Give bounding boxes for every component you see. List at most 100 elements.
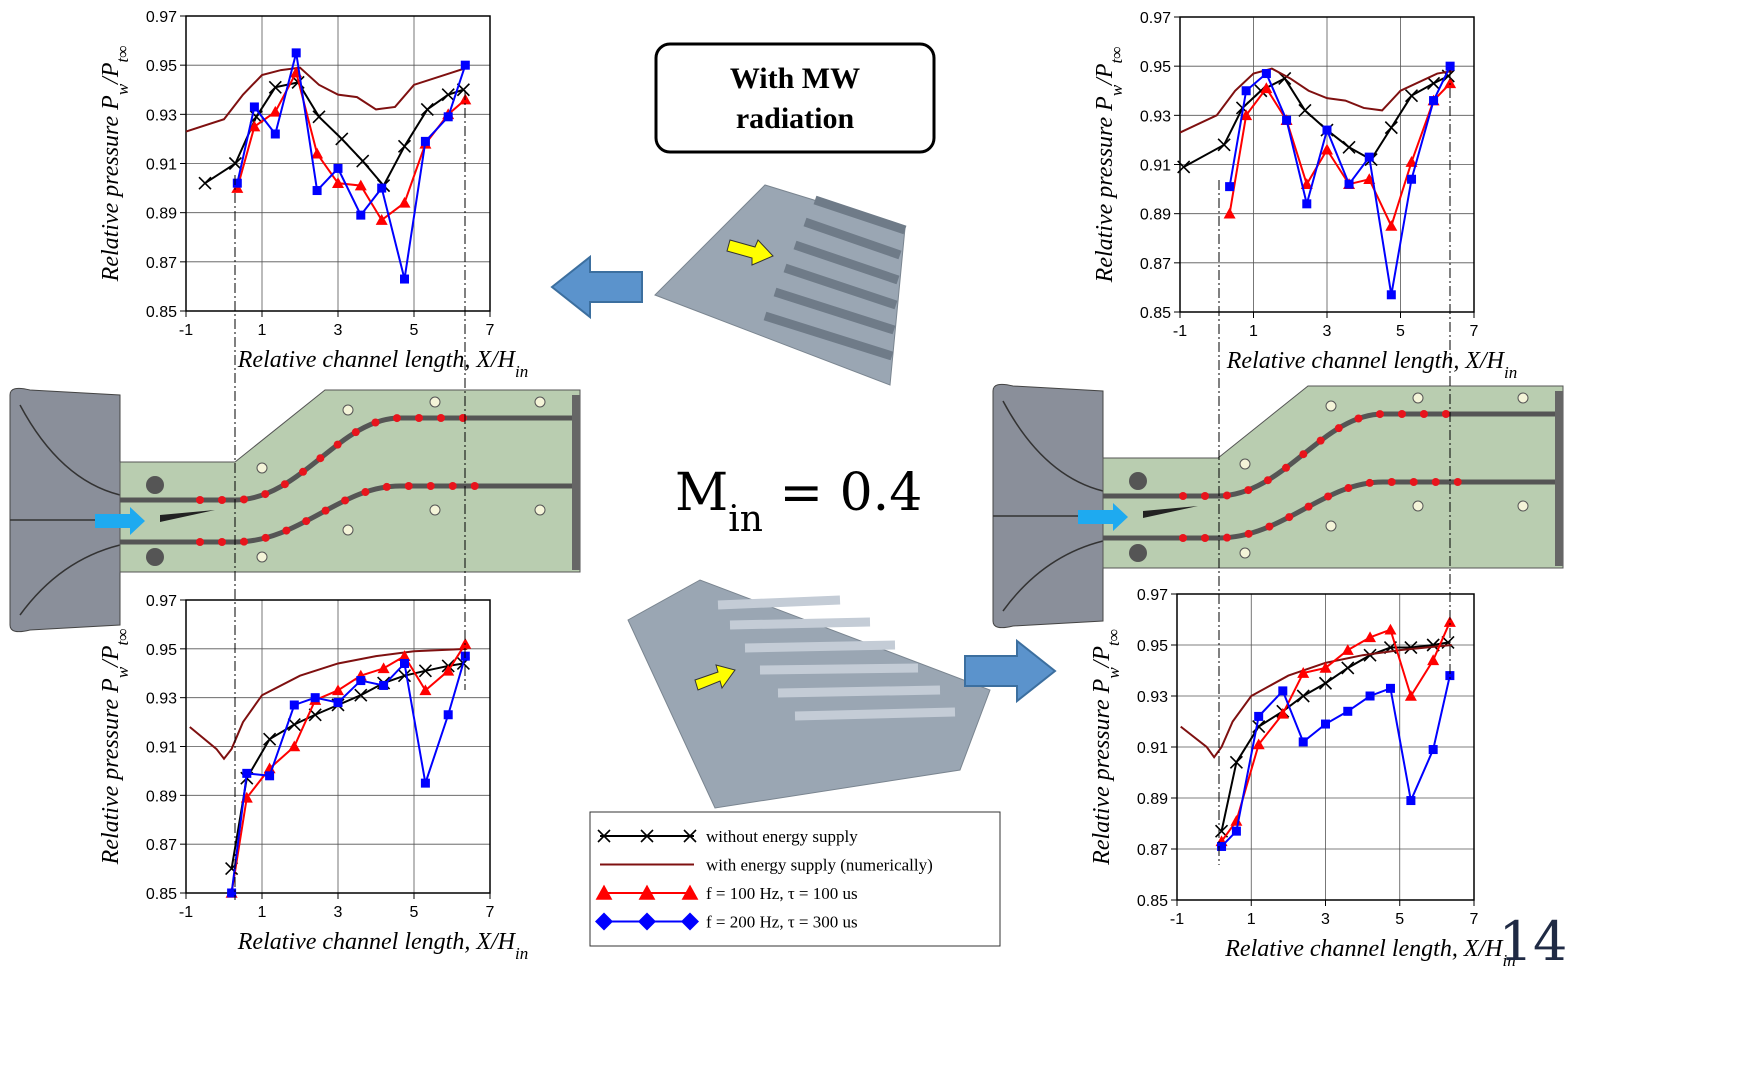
marker <box>198 176 212 190</box>
y-tick-label: 0.91 <box>1137 740 1168 757</box>
marker <box>1405 156 1418 167</box>
marker <box>288 740 301 752</box>
marker <box>420 136 430 146</box>
marker <box>1384 121 1398 135</box>
marker <box>249 102 259 112</box>
x-tick-label: 7 <box>486 904 495 921</box>
marker <box>232 178 242 188</box>
y-tick-label: 0.95 <box>1137 638 1168 655</box>
marker <box>1223 207 1236 219</box>
y-axis-label: Relative pressure Pw/Pt∞ <box>98 629 132 866</box>
marker <box>398 650 411 661</box>
x-tick-label: 1 <box>1247 911 1256 928</box>
legend <box>589 811 1001 947</box>
marker <box>1364 631 1377 643</box>
y-tick-label: 0.85 <box>1137 893 1168 910</box>
x-axis-label-part: in <box>515 944 528 963</box>
marker <box>1297 667 1310 678</box>
marker <box>1427 654 1440 666</box>
y-tick-label: 0.85 <box>146 304 177 321</box>
marker <box>310 693 320 703</box>
series-line <box>1220 621 1451 842</box>
mach-symbol: M <box>675 463 728 523</box>
marker <box>1298 737 1308 747</box>
y-tick-label: 0.91 <box>1140 158 1171 175</box>
y-axis-label-part: Relative pressure P <box>1089 678 1115 866</box>
y-tick-label: 0.87 <box>146 255 177 272</box>
marker <box>356 154 370 168</box>
y-tick-label: 0.95 <box>146 58 177 75</box>
mach-subscript: in <box>728 499 763 540</box>
marker <box>397 669 412 683</box>
marker <box>1365 691 1375 701</box>
y-tick-label: 0.97 <box>1137 587 1168 604</box>
y-tick-label: 0.89 <box>146 206 177 223</box>
marker <box>263 762 276 774</box>
marker <box>1321 719 1330 729</box>
x-tick-label: -1 <box>1170 911 1184 928</box>
marker <box>420 778 430 788</box>
y-tick-label: 0.97 <box>1140 10 1171 27</box>
marker <box>441 88 455 102</box>
marker <box>1298 103 1312 117</box>
legend-label: f = 100 Hz, τ = 100 us <box>706 884 858 903</box>
marker <box>242 768 252 778</box>
marker <box>1404 690 1417 701</box>
marker <box>354 688 368 702</box>
x-axis-label-part: in <box>1504 363 1517 382</box>
marker <box>681 884 699 900</box>
y-tick-label: 0.91 <box>146 740 177 757</box>
box-line: radiation <box>736 102 855 135</box>
y-tick-label: 0.89 <box>1137 791 1168 808</box>
y-tick-label: 0.97 <box>146 9 177 26</box>
marker <box>375 214 388 225</box>
x-axis-label-part: Relative channel length, X/H <box>1226 348 1506 374</box>
marker <box>595 884 613 900</box>
marker <box>597 829 611 843</box>
x-tick-label: 3 <box>334 322 343 339</box>
marker <box>1384 623 1397 635</box>
x-tick-label: 1 <box>1249 323 1258 340</box>
marker <box>269 105 282 117</box>
marker <box>398 196 411 208</box>
x-axis-label-part: Relative channel length, X/H <box>1224 936 1504 962</box>
y-axis-label-part: t∞ <box>1107 47 1126 64</box>
marker <box>1252 720 1266 734</box>
y-axis-label-part: w <box>1104 667 1123 679</box>
marker <box>1321 143 1333 155</box>
legend-label: with energy supply (numerically) <box>706 856 933 875</box>
x-tick-label: 5 <box>1396 323 1405 340</box>
marker <box>1364 152 1374 162</box>
marker <box>1404 640 1418 655</box>
marker <box>1319 661 1332 673</box>
marker <box>227 888 237 898</box>
marker <box>400 658 409 668</box>
x-tick-label: 3 <box>1323 323 1332 340</box>
y-tick-label: 0.97 <box>146 593 177 610</box>
y-axis-label-part: /P <box>1089 646 1115 670</box>
marker <box>1341 644 1354 655</box>
marker <box>263 732 277 746</box>
y-tick-label: 0.93 <box>146 107 177 124</box>
marker <box>356 676 366 686</box>
marker <box>1406 796 1416 806</box>
x-axis-label: Relative channel length, X/Hin <box>237 347 528 381</box>
channel-left <box>10 388 580 631</box>
marker <box>1231 826 1241 836</box>
marker <box>333 698 343 708</box>
marker <box>289 700 299 710</box>
chart: 0.85 0.87 0.89 0.91 0.93 0.95 0.97 -1 1 3 5 7 Relati… <box>98 9 528 381</box>
marker <box>400 274 409 284</box>
marker <box>442 664 455 676</box>
x-tick-label: 5 <box>410 322 419 339</box>
chart: 0.85 0.87 0.89 0.91 0.93 0.95 0.97 -1 1 3 5 7 Relati… <box>1092 10 1517 382</box>
x-tick-label: 7 <box>486 322 495 339</box>
y-axis-label: Relative pressure Pw/Pt∞ <box>1089 629 1123 866</box>
marker <box>1241 86 1251 96</box>
y-axis-label-part: t∞ <box>113 46 132 63</box>
y-axis-label-part: Relative pressure P <box>98 95 124 283</box>
marker <box>1341 661 1355 675</box>
marker <box>595 912 613 931</box>
x-axis-label-part: Relative channel length, X/H <box>237 347 517 373</box>
